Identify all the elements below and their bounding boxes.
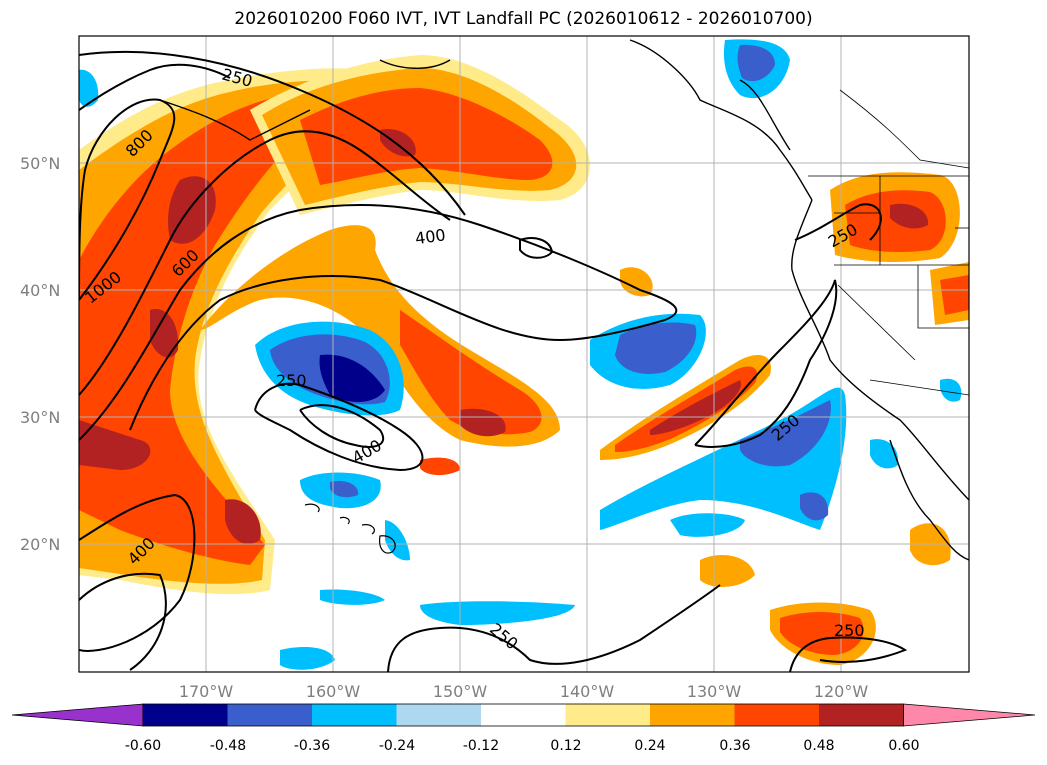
contour-label: 400 bbox=[414, 225, 447, 248]
colorbar-extend-low bbox=[11, 703, 144, 727]
colorbar-segment bbox=[143, 704, 228, 726]
colorbar-segment bbox=[396, 704, 482, 726]
latitude-labels: 50°N 40°N 30°N 20°N bbox=[20, 154, 60, 554]
colorbar-tick-label: -0.12 bbox=[463, 738, 499, 754]
contour-label: 250 bbox=[276, 371, 307, 390]
political-borders bbox=[808, 89, 969, 396]
lon-label: 160°W bbox=[306, 682, 361, 701]
colorbar-frame bbox=[142, 703, 904, 727]
coastlines bbox=[159, 39, 969, 561]
lon-label: 120°W bbox=[814, 682, 869, 701]
lon-label: 130°W bbox=[687, 682, 742, 701]
lon-label: 140°W bbox=[560, 682, 615, 701]
longitude-labels: 170°W 160°W 150°W 140°W 130°W 120°W bbox=[179, 682, 869, 701]
colorbar-segment bbox=[734, 704, 820, 726]
colorbar-segment bbox=[312, 704, 397, 726]
map-title: 2026010200 F060 IVT, IVT Landfall PC (20… bbox=[234, 9, 813, 29]
lon-label: 150°W bbox=[433, 682, 488, 701]
colorbar-extend-high bbox=[903, 703, 1036, 727]
colorbar-tick-label: 0.48 bbox=[803, 738, 834, 754]
colorbar-tick-labels: -0.60 -0.48 -0.36 -0.24 -0.12 0.12 0.24 … bbox=[125, 738, 920, 754]
lat-label: 20°N bbox=[20, 535, 60, 554]
colorbar-segment bbox=[819, 704, 904, 726]
colorbar-tick-label: 0.36 bbox=[719, 738, 750, 754]
colorbar-tick-label: 0.24 bbox=[634, 738, 665, 754]
contour-label: 250 bbox=[834, 621, 865, 640]
ivt-contours bbox=[79, 50, 908, 672]
colorbar-segment bbox=[650, 704, 735, 726]
hawaiian-islands bbox=[304, 503, 396, 554]
colorbar-tick-label: 0.12 bbox=[550, 738, 581, 754]
colorbar-tick-label: -0.60 bbox=[125, 738, 161, 754]
colorbar bbox=[11, 703, 1036, 727]
colorbar-tick-label: -0.36 bbox=[294, 738, 330, 754]
lat-label: 30°N bbox=[20, 408, 60, 427]
colorbar-tick-label: 0.60 bbox=[888, 738, 919, 754]
lon-label: 170°W bbox=[179, 682, 234, 701]
negative-anomaly-fields bbox=[79, 39, 962, 670]
map-frame bbox=[78, 35, 970, 673]
colorbar-tick-label: -0.24 bbox=[379, 738, 415, 754]
colorbar-segment bbox=[481, 704, 566, 726]
lat-label: 40°N bbox=[20, 281, 60, 300]
lat-label: 50°N bbox=[20, 154, 60, 173]
colorbar-segment bbox=[227, 704, 313, 726]
colorbar-tick-label: -0.48 bbox=[210, 738, 246, 754]
graticule bbox=[79, 36, 969, 672]
positive-anomaly-fields bbox=[79, 55, 969, 665]
colorbar-segment bbox=[565, 704, 651, 726]
